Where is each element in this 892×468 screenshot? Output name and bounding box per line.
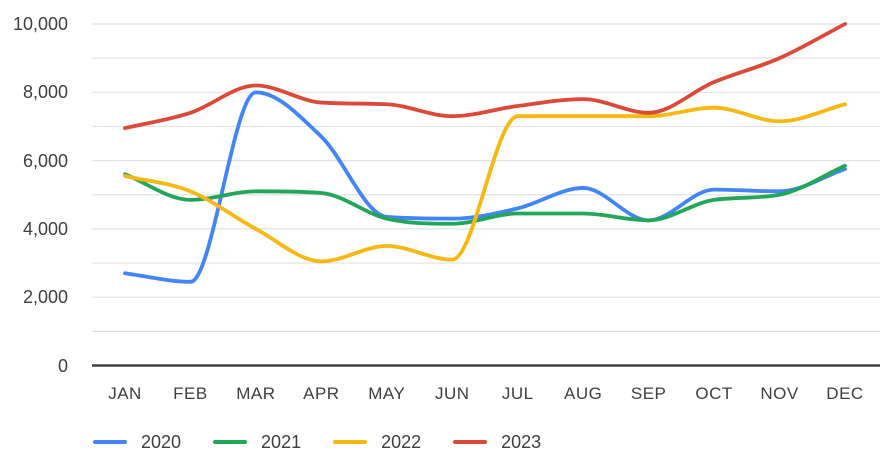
x-tick-label: FEB	[173, 384, 208, 403]
y-tick-label: 10,000	[12, 14, 68, 34]
x-tick-label: JAN	[108, 384, 142, 403]
series-line-2021	[123, 163, 847, 226]
legend-line-swatch	[453, 439, 488, 445]
legend-line-swatch	[333, 439, 368, 445]
x-tick-label: MAR	[236, 384, 276, 403]
y-tick-label: 2,000	[22, 287, 68, 308]
series-line-2023	[123, 22, 847, 131]
legend: 2020 2021 2022 2023	[93, 431, 541, 453]
series-line-2020	[123, 90, 847, 284]
legend-item-2022[interactable]: 2022	[333, 431, 421, 453]
y-tick-label: 8,000	[22, 82, 68, 103]
x-tick-label: JUN	[434, 384, 470, 403]
legend-label: 2023	[501, 432, 542, 452]
legend-item-2023[interactable]: 2023	[453, 431, 541, 453]
y-axis-labels: 0 2,000 4,000 6,000 8,000 10,000	[0, 0, 68, 468]
legend-label: 2022	[381, 432, 422, 452]
series-line-2022	[123, 102, 847, 264]
legend-line-swatch	[213, 439, 248, 445]
x-tick-label: AUG	[564, 384, 603, 403]
y-tick-label: 4,000	[22, 218, 68, 239]
legend-label: 2021	[261, 432, 302, 452]
y-tick-label: 0	[57, 355, 68, 376]
y-tick-label: 6,000	[22, 150, 68, 171]
x-tick-label: OCT	[695, 384, 733, 403]
x-tick-label: DEC	[826, 384, 864, 403]
x-tick-label: MAY	[368, 384, 406, 403]
x-tick-label: NOV	[760, 384, 799, 403]
x-tick-label: APR	[303, 384, 340, 403]
legend-line-swatch	[93, 439, 127, 445]
legend-item-2020[interactable]: 2020	[93, 431, 181, 453]
legend-item-2021[interactable]: 2021	[213, 431, 301, 453]
x-tick-label: JUL	[501, 384, 534, 403]
legend-label: 2020	[141, 432, 182, 452]
x-tick-label: SEP	[630, 384, 667, 403]
